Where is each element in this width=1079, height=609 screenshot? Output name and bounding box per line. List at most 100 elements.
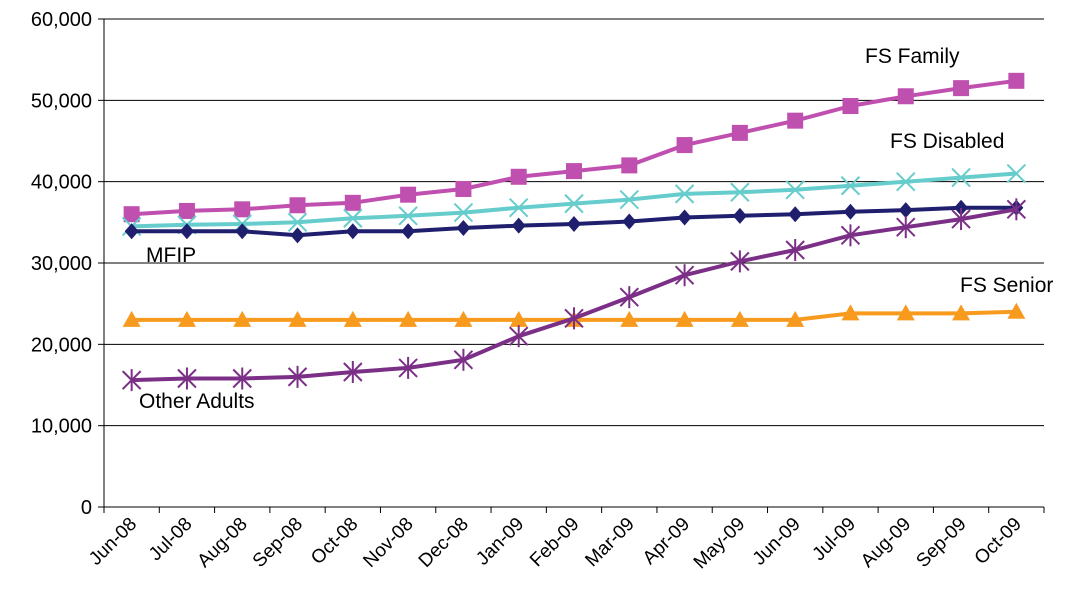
- data-point: [732, 207, 747, 224]
- x-tick-label: Sep-09: [912, 514, 970, 572]
- data-point: [345, 223, 360, 240]
- series-mfip: [124, 199, 1024, 244]
- data-point: [454, 310, 473, 327]
- x-tick-label: Mar-09: [581, 514, 638, 571]
- data-point: [952, 304, 971, 321]
- data-point: [398, 356, 418, 379]
- data-point: [401, 223, 416, 240]
- series-other-adults: [121, 198, 1027, 392]
- data-point: [564, 193, 584, 214]
- data-point: [235, 223, 250, 240]
- data-point: [620, 310, 639, 327]
- data-point: [843, 203, 858, 220]
- series-label: FS Disabled: [890, 130, 1004, 153]
- data-point: [951, 208, 971, 231]
- data-point: [730, 250, 750, 273]
- data-point: [787, 112, 804, 129]
- data-point: [344, 194, 361, 211]
- data-point: [1006, 163, 1027, 184]
- series-line: [131, 207, 1017, 383]
- data-point: [677, 209, 692, 226]
- data-point: [289, 197, 306, 214]
- data-point: [400, 186, 417, 203]
- x-tick-label: Jul-08: [145, 514, 196, 565]
- data-point: [842, 98, 859, 115]
- x-tick-label: May-09: [690, 514, 750, 574]
- series-label: MFIP: [146, 244, 196, 267]
- data-point: [177, 310, 196, 327]
- data-point: [508, 325, 529, 348]
- data-point: [785, 180, 805, 200]
- series-fs-family: [123, 72, 1025, 223]
- data-point: [951, 167, 971, 188]
- data-point: [456, 220, 471, 237]
- x-tick-label: Oct-09: [971, 514, 1026, 569]
- data-point: [898, 202, 913, 219]
- x-tick-label: Sep-08: [249, 514, 307, 572]
- data-point: [287, 365, 308, 388]
- data-point: [343, 208, 363, 228]
- data-point: [288, 310, 307, 327]
- series-fs-disabled: [121, 163, 1027, 237]
- data-point: [786, 310, 805, 327]
- x-tick-label: Nov-08: [359, 514, 417, 572]
- data-point: [731, 124, 748, 141]
- data-point: [896, 171, 916, 192]
- y-tick-label: 50,000: [31, 90, 92, 112]
- data-point: [287, 212, 308, 233]
- data-point: [785, 238, 805, 261]
- data-point: [730, 182, 750, 202]
- data-point: [840, 224, 861, 247]
- data-point: [509, 310, 528, 327]
- series-label: Other Adults: [139, 390, 255, 413]
- data-point: [121, 369, 142, 392]
- x-tick-label: Apr-09: [639, 514, 694, 569]
- data-point: [676, 137, 693, 154]
- data-point: [123, 206, 140, 223]
- data-point: [232, 367, 252, 390]
- data-point: [1007, 302, 1026, 319]
- data-point: [675, 310, 694, 327]
- data-point: [954, 199, 969, 216]
- data-point: [234, 201, 251, 218]
- series-fs-senior: [122, 302, 1026, 327]
- data-point: [674, 264, 695, 287]
- data-point: [179, 223, 194, 240]
- data-point: [896, 304, 915, 321]
- y-tick-label: 10,000: [31, 416, 92, 438]
- data-point: [453, 348, 474, 371]
- data-point: [178, 202, 195, 219]
- data-point: [124, 223, 139, 240]
- data-point: [730, 310, 749, 327]
- data-point: [1006, 198, 1027, 221]
- x-tick-label: Oct-08: [307, 514, 362, 569]
- data-point: [233, 310, 252, 327]
- data-point: [840, 176, 861, 196]
- x-tick-label: Aug-09: [857, 514, 915, 572]
- data-point: [122, 310, 141, 327]
- x-tick-label: Aug-08: [194, 514, 252, 572]
- data-point: [564, 307, 584, 330]
- y-tick-label: 60,000: [31, 9, 92, 31]
- y-tick-label: 30,000: [31, 253, 92, 275]
- data-point: [455, 180, 472, 197]
- data-point: [619, 189, 640, 210]
- data-point: [510, 168, 527, 185]
- y-axis-ticks: 0 10,000 20,000 30,000 40,000 50,000 60,000: [31, 9, 104, 519]
- data-point: [621, 157, 638, 174]
- data-point: [674, 184, 695, 204]
- data-point: [619, 286, 640, 309]
- x-tick-label: Jun-08: [85, 514, 141, 570]
- y-tick-label: 0: [81, 497, 92, 519]
- series-label: FS Senior: [960, 274, 1053, 297]
- x-tick-label: Jul-09: [809, 514, 860, 565]
- x-tick-label: Jun-09: [749, 514, 805, 570]
- series-labels: FS Family FS Disabled MFIP FS Senior Other A…: [139, 45, 1053, 413]
- gridlines: [104, 18, 1044, 427]
- data-point: [290, 227, 305, 244]
- data-point: [398, 206, 418, 226]
- y-tick-label: 20,000: [31, 334, 92, 356]
- data-point: [567, 215, 581, 232]
